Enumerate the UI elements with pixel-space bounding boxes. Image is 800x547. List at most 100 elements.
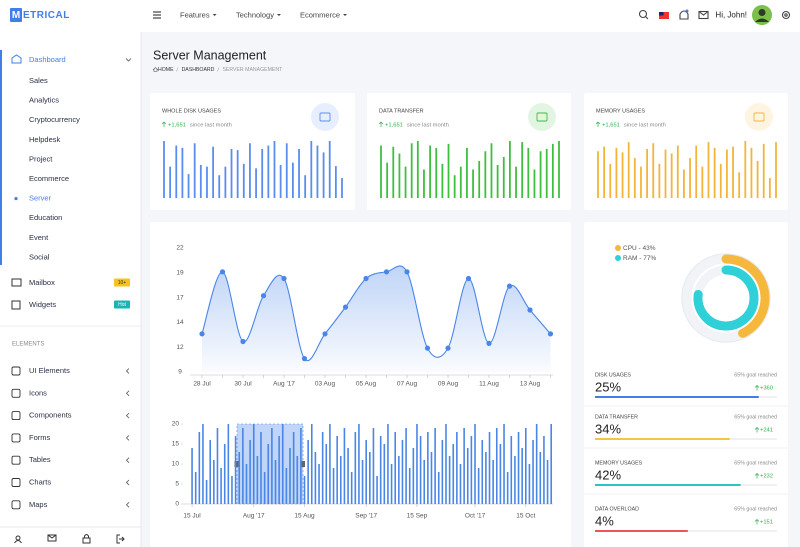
brush-handle[interactable] — [301, 461, 305, 467]
card-icon-bg — [745, 103, 773, 131]
point[interactable] — [301, 356, 308, 362]
spark-bar — [695, 145, 698, 198]
spark-bar — [416, 141, 419, 198]
point[interactable] — [342, 304, 349, 310]
mail-icon[interactable] — [698, 10, 709, 20]
spark-bar — [242, 163, 245, 198]
stat-goal: 65% goal reached — [734, 460, 777, 466]
stat-value: 42% — [595, 467, 621, 482]
spark-bar — [169, 166, 172, 198]
brush-selection[interactable] — [236, 423, 304, 505]
sidebar-subitem[interactable]: Event — [29, 233, 49, 242]
point[interactable] — [465, 275, 472, 282]
radial-bar — [721, 254, 770, 338]
profile-icon[interactable] — [14, 535, 22, 544]
sidebar-subitem[interactable]: Ecommerce — [29, 174, 69, 183]
sidebar-item[interactable]: Forms — [29, 433, 50, 442]
card-change: +1,651 — [168, 123, 186, 129]
nav-item[interactable]: Features — [180, 10, 210, 19]
sidebar-item[interactable]: Widgets — [29, 300, 56, 309]
point[interactable] — [219, 269, 226, 275]
point[interactable] — [547, 331, 554, 337]
x-tick-label: 15 Aug — [294, 513, 315, 520]
spark-bar — [545, 148, 548, 198]
point[interactable] — [424, 345, 431, 351]
breadcrumb-item[interactable]: HOME — [158, 67, 174, 73]
point[interactable] — [527, 307, 533, 313]
x-tick-label: 15 Jul — [183, 513, 201, 520]
spark-bar — [273, 141, 276, 198]
logout-icon[interactable] — [116, 534, 125, 544]
point[interactable] — [363, 275, 369, 282]
nav-item[interactable]: Technology — [236, 10, 274, 19]
point[interactable] — [404, 269, 410, 275]
sidebar-subitem[interactable]: Project — [29, 154, 53, 163]
dashboard-icon — [11, 54, 22, 64]
x-tick-label: 13 Aug — [520, 381, 541, 388]
point[interactable] — [199, 331, 205, 337]
spark-bar — [255, 168, 257, 198]
bar — [398, 456, 400, 504]
point[interactable] — [506, 283, 513, 289]
sidebar-item[interactable]: UI Elements — [29, 366, 70, 375]
bar — [510, 436, 513, 504]
point[interactable] — [322, 331, 328, 337]
bar — [278, 436, 280, 504]
sidebar-item[interactable]: Components — [29, 411, 72, 420]
point[interactable] — [260, 293, 267, 299]
sidebar-subitem[interactable]: Sales — [29, 76, 48, 85]
bar — [289, 448, 291, 504]
sidebar-item[interactable]: Maps — [29, 500, 48, 509]
spark-bar — [267, 145, 270, 198]
brush-handle[interactable] — [234, 461, 239, 467]
mail-footer-icon[interactable] — [47, 534, 57, 542]
spark-bar — [533, 169, 536, 198]
bell-icon[interactable] — [679, 9, 689, 20]
point[interactable] — [383, 269, 390, 275]
spark-bar — [683, 169, 685, 198]
x-tick-label: 30 Jul — [234, 381, 252, 388]
nav-item[interactable]: Ecommerce — [300, 10, 340, 19]
sidebar-subitem[interactable]: Analytics — [29, 96, 59, 105]
spark-bar — [441, 163, 444, 198]
home-icon — [152, 67, 159, 72]
point[interactable] — [281, 275, 287, 282]
breadcrumb-item[interactable]: DASHBOARD — [182, 67, 215, 73]
spark-bar — [410, 143, 413, 198]
search-icon[interactable] — [638, 9, 649, 20]
spark-bar — [551, 143, 554, 198]
sidebar-subitem[interactable]: Helpdesk — [29, 135, 61, 144]
menu-toggle[interactable] — [153, 11, 161, 19]
stat-label: DATA OVERLOAD — [595, 506, 639, 512]
spark-bar — [484, 151, 487, 198]
lock-icon[interactable] — [82, 534, 91, 544]
spark-bar — [762, 143, 765, 198]
sidebar-subitem[interactable]: Social — [29, 252, 50, 261]
up-arrow — [754, 427, 760, 433]
sidebar-subitem[interactable]: Server — [29, 194, 52, 203]
point[interactable] — [240, 338, 246, 345]
stat-goal: 65% goal reached — [734, 506, 777, 512]
bar — [292, 432, 295, 504]
bar — [470, 436, 473, 504]
spark-bar — [392, 146, 395, 198]
x-tick-label: 15 Sep — [407, 513, 428, 520]
spark-bar — [466, 147, 468, 198]
flag-icon[interactable] — [659, 12, 669, 19]
point[interactable] — [486, 340, 492, 346]
sidebar-item[interactable]: Icons — [29, 388, 47, 397]
spark-bar — [490, 143, 493, 198]
sidebar-item[interactable]: Mailbox — [29, 278, 55, 287]
spark-bar — [689, 158, 691, 198]
progress-bar — [595, 484, 741, 486]
sidebar-item[interactable]: Charts — [29, 477, 51, 486]
bar — [296, 456, 299, 504]
sidebar-subitem[interactable]: Education — [29, 213, 62, 222]
settings-icon[interactable] — [781, 10, 791, 20]
point[interactable] — [445, 345, 451, 351]
sidebar-item[interactable]: Tables — [29, 455, 51, 464]
sidebar-subitem[interactable]: Cryptocurrency — [29, 115, 80, 124]
page-title: Server Management — [153, 48, 267, 62]
sidebar-item[interactable]: Dashboard — [29, 55, 66, 64]
spark-bar — [521, 142, 524, 198]
